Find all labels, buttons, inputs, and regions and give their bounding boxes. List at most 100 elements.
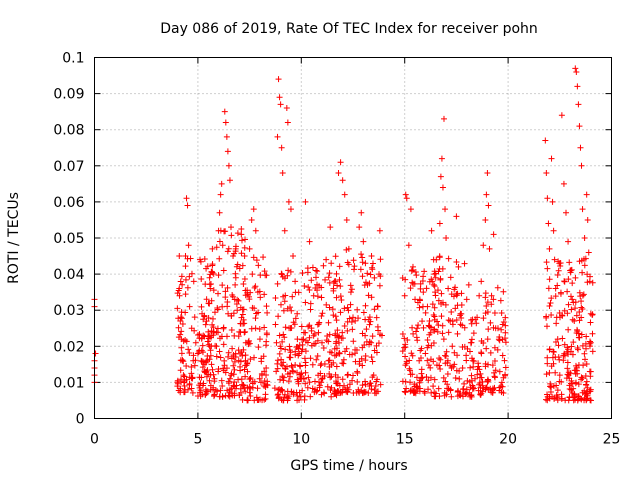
x-tick-label: 0 <box>90 432 99 448</box>
data-point <box>339 376 346 383</box>
data-point <box>347 301 354 308</box>
data-point <box>337 309 344 316</box>
data-point <box>472 375 479 382</box>
data-point <box>567 293 574 300</box>
data-point <box>261 324 268 331</box>
data-point <box>409 263 416 270</box>
data-point <box>214 388 221 395</box>
data-point <box>289 367 296 374</box>
data-point <box>581 350 588 357</box>
data-point <box>344 318 351 325</box>
data-point <box>244 368 251 375</box>
data-point <box>201 369 208 376</box>
data-point <box>550 227 557 234</box>
data-point <box>355 315 362 322</box>
data-point <box>575 346 582 353</box>
data-point <box>325 319 332 326</box>
data-point <box>549 198 556 205</box>
data-point <box>453 213 460 220</box>
data-point <box>567 267 574 274</box>
data-point <box>248 216 255 223</box>
x-tick-label: 20 <box>499 432 517 448</box>
data-point <box>363 326 370 333</box>
data-point <box>480 242 487 249</box>
data-point <box>428 342 435 349</box>
data-point <box>241 244 248 251</box>
data-point <box>314 387 321 394</box>
data-point <box>326 304 333 311</box>
data-point <box>306 238 313 245</box>
data-point <box>217 387 224 394</box>
data-point <box>364 270 371 277</box>
data-point <box>261 383 268 390</box>
data-point <box>575 334 582 341</box>
data-point <box>238 250 245 257</box>
data-point <box>501 357 508 364</box>
data-point <box>368 354 375 361</box>
data-point <box>565 301 572 308</box>
data-point <box>225 310 232 317</box>
data-point <box>571 394 578 401</box>
data-point <box>555 267 562 274</box>
data-point <box>284 119 291 126</box>
data-point <box>239 352 246 359</box>
data-point <box>294 336 301 343</box>
data-point <box>250 206 257 213</box>
data-point <box>345 307 352 314</box>
data-point <box>365 292 372 299</box>
data-point <box>438 290 445 297</box>
data-point <box>339 386 346 393</box>
data-point <box>558 378 565 385</box>
data-point <box>491 358 498 365</box>
data-point <box>242 352 249 359</box>
data-point <box>416 357 423 364</box>
data-point <box>369 333 376 340</box>
data-point <box>328 384 335 391</box>
data-point <box>251 397 258 404</box>
data-point <box>217 191 224 198</box>
data-point <box>246 376 253 383</box>
data-point <box>589 279 596 286</box>
data-point <box>555 342 562 349</box>
data-point <box>353 389 360 396</box>
data-point <box>271 385 278 392</box>
data-point <box>220 367 227 374</box>
data-point <box>408 268 415 275</box>
data-point <box>199 310 206 317</box>
data-point <box>219 393 226 400</box>
data-point <box>183 195 190 202</box>
data-point <box>311 378 318 385</box>
data-point <box>231 332 238 339</box>
data-point <box>215 368 222 375</box>
data-point <box>544 265 551 272</box>
data-point <box>335 170 342 177</box>
data-point <box>333 345 340 352</box>
data-point <box>349 377 356 384</box>
data-point <box>454 302 461 309</box>
data-point <box>572 367 579 374</box>
data-point <box>228 355 235 362</box>
data-point <box>553 320 560 327</box>
data-point <box>572 299 579 306</box>
data-point <box>373 378 380 385</box>
data-point <box>484 299 491 306</box>
data-point <box>278 345 285 352</box>
data-point <box>216 255 223 262</box>
data-point <box>215 227 222 234</box>
data-point <box>502 314 509 321</box>
data-point <box>584 384 591 391</box>
data-point <box>414 325 421 332</box>
data-point <box>585 249 592 256</box>
data-point <box>283 105 290 112</box>
data-point <box>284 397 291 404</box>
data-point <box>499 352 506 359</box>
data-point <box>437 365 444 372</box>
data-point <box>326 370 333 377</box>
data-point <box>589 348 596 355</box>
data-point <box>241 366 248 373</box>
data-point <box>402 389 409 396</box>
data-point <box>359 362 366 369</box>
data-point <box>213 353 220 360</box>
data-point <box>188 325 195 332</box>
data-point <box>350 338 357 345</box>
